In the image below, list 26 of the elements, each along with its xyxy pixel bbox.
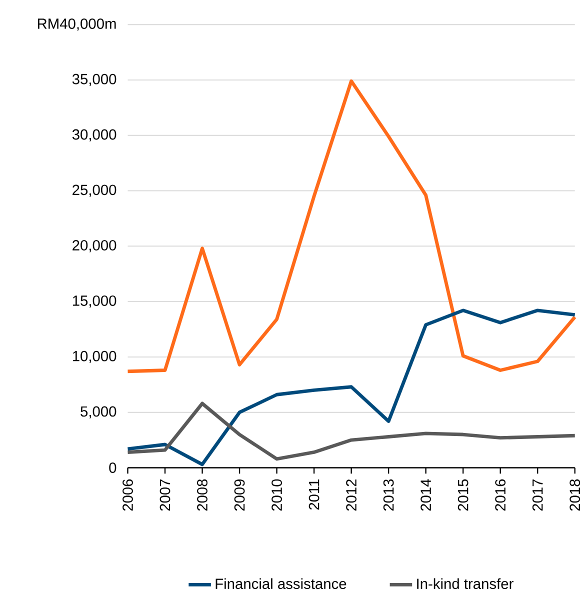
x-tick-label: 2014 bbox=[420, 479, 432, 511]
y-tick-label: 20,000 bbox=[72, 240, 116, 252]
y-tick-label: 15,000 bbox=[72, 295, 116, 308]
y-tick-label: RM40,000m bbox=[38, 18, 116, 31]
x-tick-label: 2016 bbox=[495, 479, 506, 511]
line-series bbox=[126, 402, 577, 461]
y-tick-label: 0 bbox=[109, 462, 116, 473]
y-tick-label: 5,000 bbox=[80, 406, 116, 418]
x-tick-label: 2009 bbox=[234, 479, 245, 511]
x-tick-label: 2015 bbox=[458, 479, 468, 511]
x-tick-label: 2006 bbox=[122, 479, 133, 511]
x-tick-label: 2007 bbox=[160, 479, 170, 511]
y-tick-label: 30,000 bbox=[72, 129, 116, 142]
x-tick-label: 2008 bbox=[197, 479, 208, 511]
x-tick-label: 2012 bbox=[346, 479, 357, 511]
legend-label: In-kind transfer bbox=[417, 578, 514, 590]
legend-label: Financial assistance bbox=[216, 578, 346, 590]
x-tick-label: 2017 bbox=[532, 479, 543, 511]
x-tick-label: 2013 bbox=[383, 479, 394, 511]
line-series bbox=[126, 79, 577, 374]
x-tick-label: 2010 bbox=[272, 479, 282, 511]
y-tick-label: 35,000 bbox=[72, 74, 116, 86]
y-tick-label: 25,000 bbox=[72, 184, 116, 197]
x-tick-label: 2011 bbox=[308, 479, 320, 510]
x-tick-label: 2018 bbox=[570, 479, 580, 511]
y-tick-label: 10,000 bbox=[72, 350, 116, 364]
